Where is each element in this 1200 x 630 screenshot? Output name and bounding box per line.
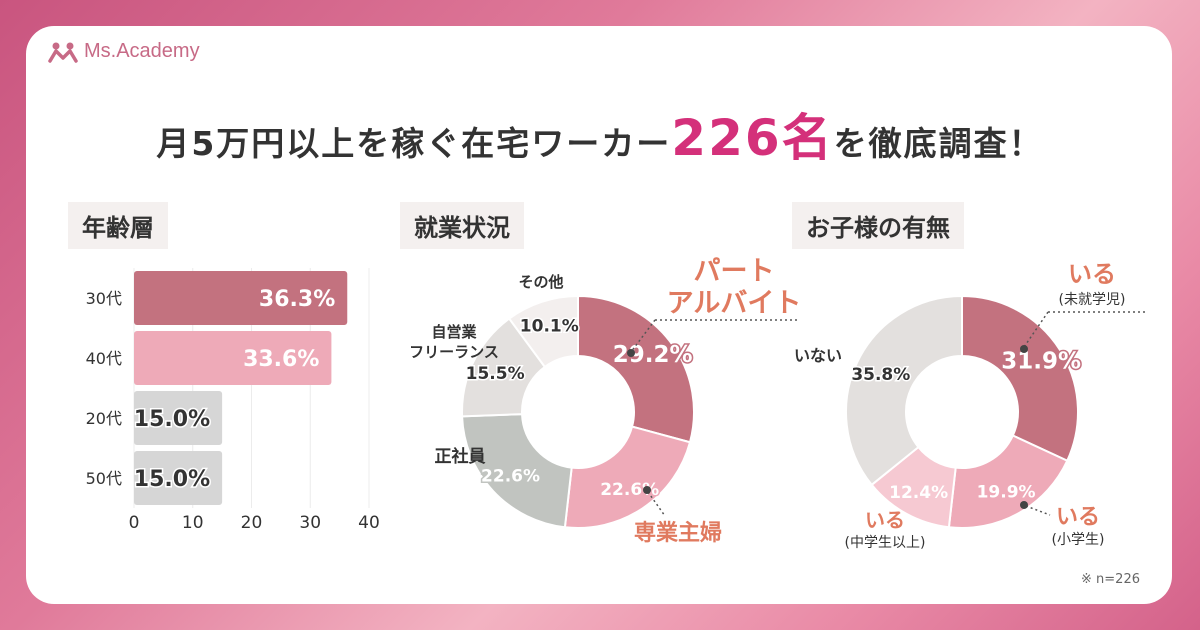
leader-dot <box>1020 501 1028 509</box>
leader-line <box>1025 505 1051 516</box>
category-label: 40代 <box>86 349 122 368</box>
sample-size-note: ※ n=226 <box>1081 572 1140 587</box>
data-label: 35.8% <box>851 365 910 385</box>
leader-dot <box>1020 345 1028 353</box>
category-label: 50代 <box>86 469 122 488</box>
data-label: 29.2% <box>613 342 693 368</box>
data-label: 10.1% <box>520 317 579 337</box>
pie-slice <box>845 294 963 487</box>
leader-dot <box>627 349 635 357</box>
section-label-children: お子様の有無 <box>792 202 964 249</box>
section-label-age: 年齢層 <box>68 202 168 249</box>
data-label: 22.6% <box>600 480 659 500</box>
slice-label: いる <box>865 508 905 532</box>
data-label: 12.4% <box>889 483 948 503</box>
slice-label: フリーランス <box>409 343 499 361</box>
pie-slice <box>507 294 579 369</box>
category-label: 30代 <box>86 289 122 308</box>
x-tick-label: 10 <box>182 513 204 533</box>
logo: Ms.Academy <box>48 40 200 63</box>
brand-name: Ms.Academy <box>84 40 200 62</box>
bar <box>134 391 223 445</box>
slice-label: 正社員 <box>435 446 486 467</box>
pie-slice <box>961 294 1079 463</box>
section-label-employment: 就業状況 <box>400 202 524 249</box>
slice-label: その他 <box>518 273 563 291</box>
data-label: 33.6% <box>243 347 319 372</box>
leader-line <box>630 319 656 353</box>
leader-dot <box>643 486 651 494</box>
slice-label: 自営業 <box>431 323 477 341</box>
x-tick-label: 0 <box>129 513 140 533</box>
slice-label: アルバイト <box>667 288 802 319</box>
title-pre: 月5万円以上を稼ぐ在宅ワーカー <box>156 124 672 163</box>
bar <box>134 271 348 325</box>
pie-slice <box>577 294 695 444</box>
slice-sublabel: (未就学児) <box>1059 292 1126 308</box>
pie-slice <box>563 425 692 529</box>
data-label: 15.0% <box>134 407 210 432</box>
x-tick-label: 40 <box>358 513 380 533</box>
data-label: 19.9% <box>977 482 1036 502</box>
title-highlight: 226名 <box>671 109 834 167</box>
slice-sublabel: (中学生以上) <box>845 535 926 551</box>
slice-label: パート <box>694 256 775 287</box>
slice-sublabel: (小学生) <box>1052 532 1105 548</box>
pie-slice <box>461 413 573 529</box>
bar <box>134 331 332 385</box>
slice-label: いる <box>1068 260 1116 288</box>
data-label: 15.0% <box>134 467 210 492</box>
leader-line <box>1023 311 1049 348</box>
data-label: 31.9% <box>1001 348 1081 374</box>
slice-label: いる <box>1056 505 1100 530</box>
logo-icon <box>48 42 78 63</box>
slice-label: いない <box>794 346 842 365</box>
page-title: 月5万円以上を稼ぐ在宅ワーカー226名を徹底調査！ <box>0 98 1200 170</box>
data-label: 22.6% <box>481 467 540 487</box>
category-label: 20代 <box>86 409 122 428</box>
pie-slice <box>947 434 1069 529</box>
data-label: 36.3% <box>259 287 335 312</box>
x-tick-label: 20 <box>241 513 263 533</box>
data-label: 15.5% <box>466 364 525 384</box>
title-post: を徹底調査！ <box>833 124 1044 163</box>
x-tick-label: 30 <box>299 513 321 533</box>
bar <box>134 451 223 505</box>
slice-label: 専業主婦 <box>634 520 722 546</box>
